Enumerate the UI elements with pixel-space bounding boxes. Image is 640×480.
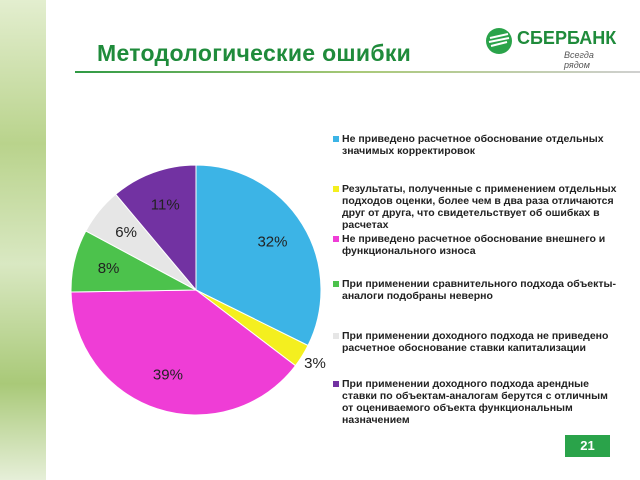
legend-item: При применении сравнительного подхода об… [333,278,617,302]
legend-swatch [333,333,339,339]
slide-title: Методологические ошибки [97,40,412,66]
pie-chart: 32% 3% 39% 8% 6% 11% [70,164,326,416]
slice-label: 8% [98,260,120,277]
legend-label: Не приведено расчетное обоснование отдел… [342,133,604,157]
legend-item: Не приведено расчетное обоснование внешн… [333,233,617,257]
logo-tagline: Всегда рядом [564,50,594,70]
legend-swatch [333,381,339,387]
legend-swatch [333,136,339,142]
pie-slice [195,164,322,347]
title-rule [75,71,640,73]
legend-item: Не приведено расчетное обоснование отдел… [333,133,617,157]
legend-label: Результаты, полученные с применением отд… [342,183,617,231]
logo-icon [486,28,512,54]
decor-strip [0,0,46,480]
logo: СБЕРБАНК Всегда рядом [484,24,619,70]
slice-label: 32% [257,234,287,251]
legend-swatch [333,236,339,242]
logo-name: СБЕРБАНК [517,28,617,48]
pie-slice [114,164,197,292]
slice-label: 3% [304,355,326,372]
slice-label: 39% [153,366,183,383]
slice-label: 6% [115,224,137,241]
slice-label: 11% [151,196,180,213]
legend-label: При применении доходного подхода арендны… [342,378,608,426]
slide-number: 21 [565,435,610,457]
legend-item: Результаты, полученные с применением отд… [333,183,617,231]
legend-label: При применении доходного подхода не прив… [342,330,609,354]
legend-item: При применении доходного подхода арендны… [333,378,617,426]
legend-swatch [333,281,339,287]
pie-slice [70,289,297,416]
legend-swatch [333,186,339,192]
legend-item: При применении доходного подхода не прив… [333,330,617,354]
legend-label: Не приведено расчетное обоснование внешн… [342,233,606,257]
legend-label: При применении сравнительного подхода об… [342,278,616,302]
